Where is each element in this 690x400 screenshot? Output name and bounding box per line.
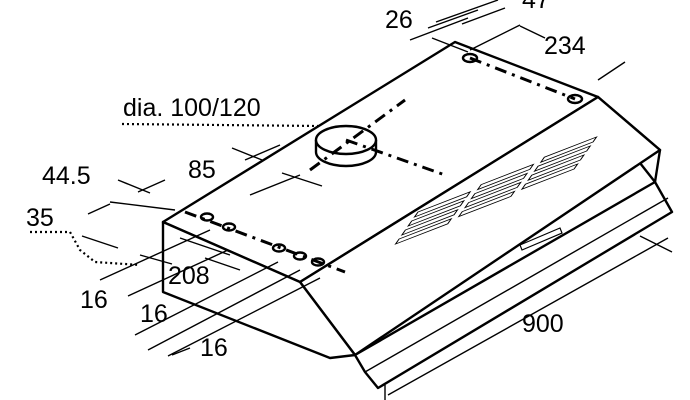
dim-duct-diameter: dia. 100/120 [123,94,261,122]
dim-16-third: 16 [200,334,228,362]
dim-44-5: 44.5 [42,162,91,190]
dim-900: 900 [522,310,564,338]
leader-lines [30,122,319,267]
dim-234: 234 [544,32,586,60]
dim-85: 85 [188,156,216,184]
dimension-lines [81,0,673,400]
vent-grille [394,136,598,251]
dim-35: 35 [26,204,54,232]
dim-16-second: 16 [140,300,168,328]
dim-47: 47 [522,0,550,14]
control-strip [519,227,563,251]
dim-208: 208 [168,262,210,290]
center-lines [184,56,576,274]
dimension-labels: 47 26 234 dia. 100/120 85 44.5 35 208 16… [26,0,586,362]
hood-bottom-lip [353,180,674,390]
dim-16-first: 16 [80,286,108,314]
dim-26: 26 [385,6,413,34]
